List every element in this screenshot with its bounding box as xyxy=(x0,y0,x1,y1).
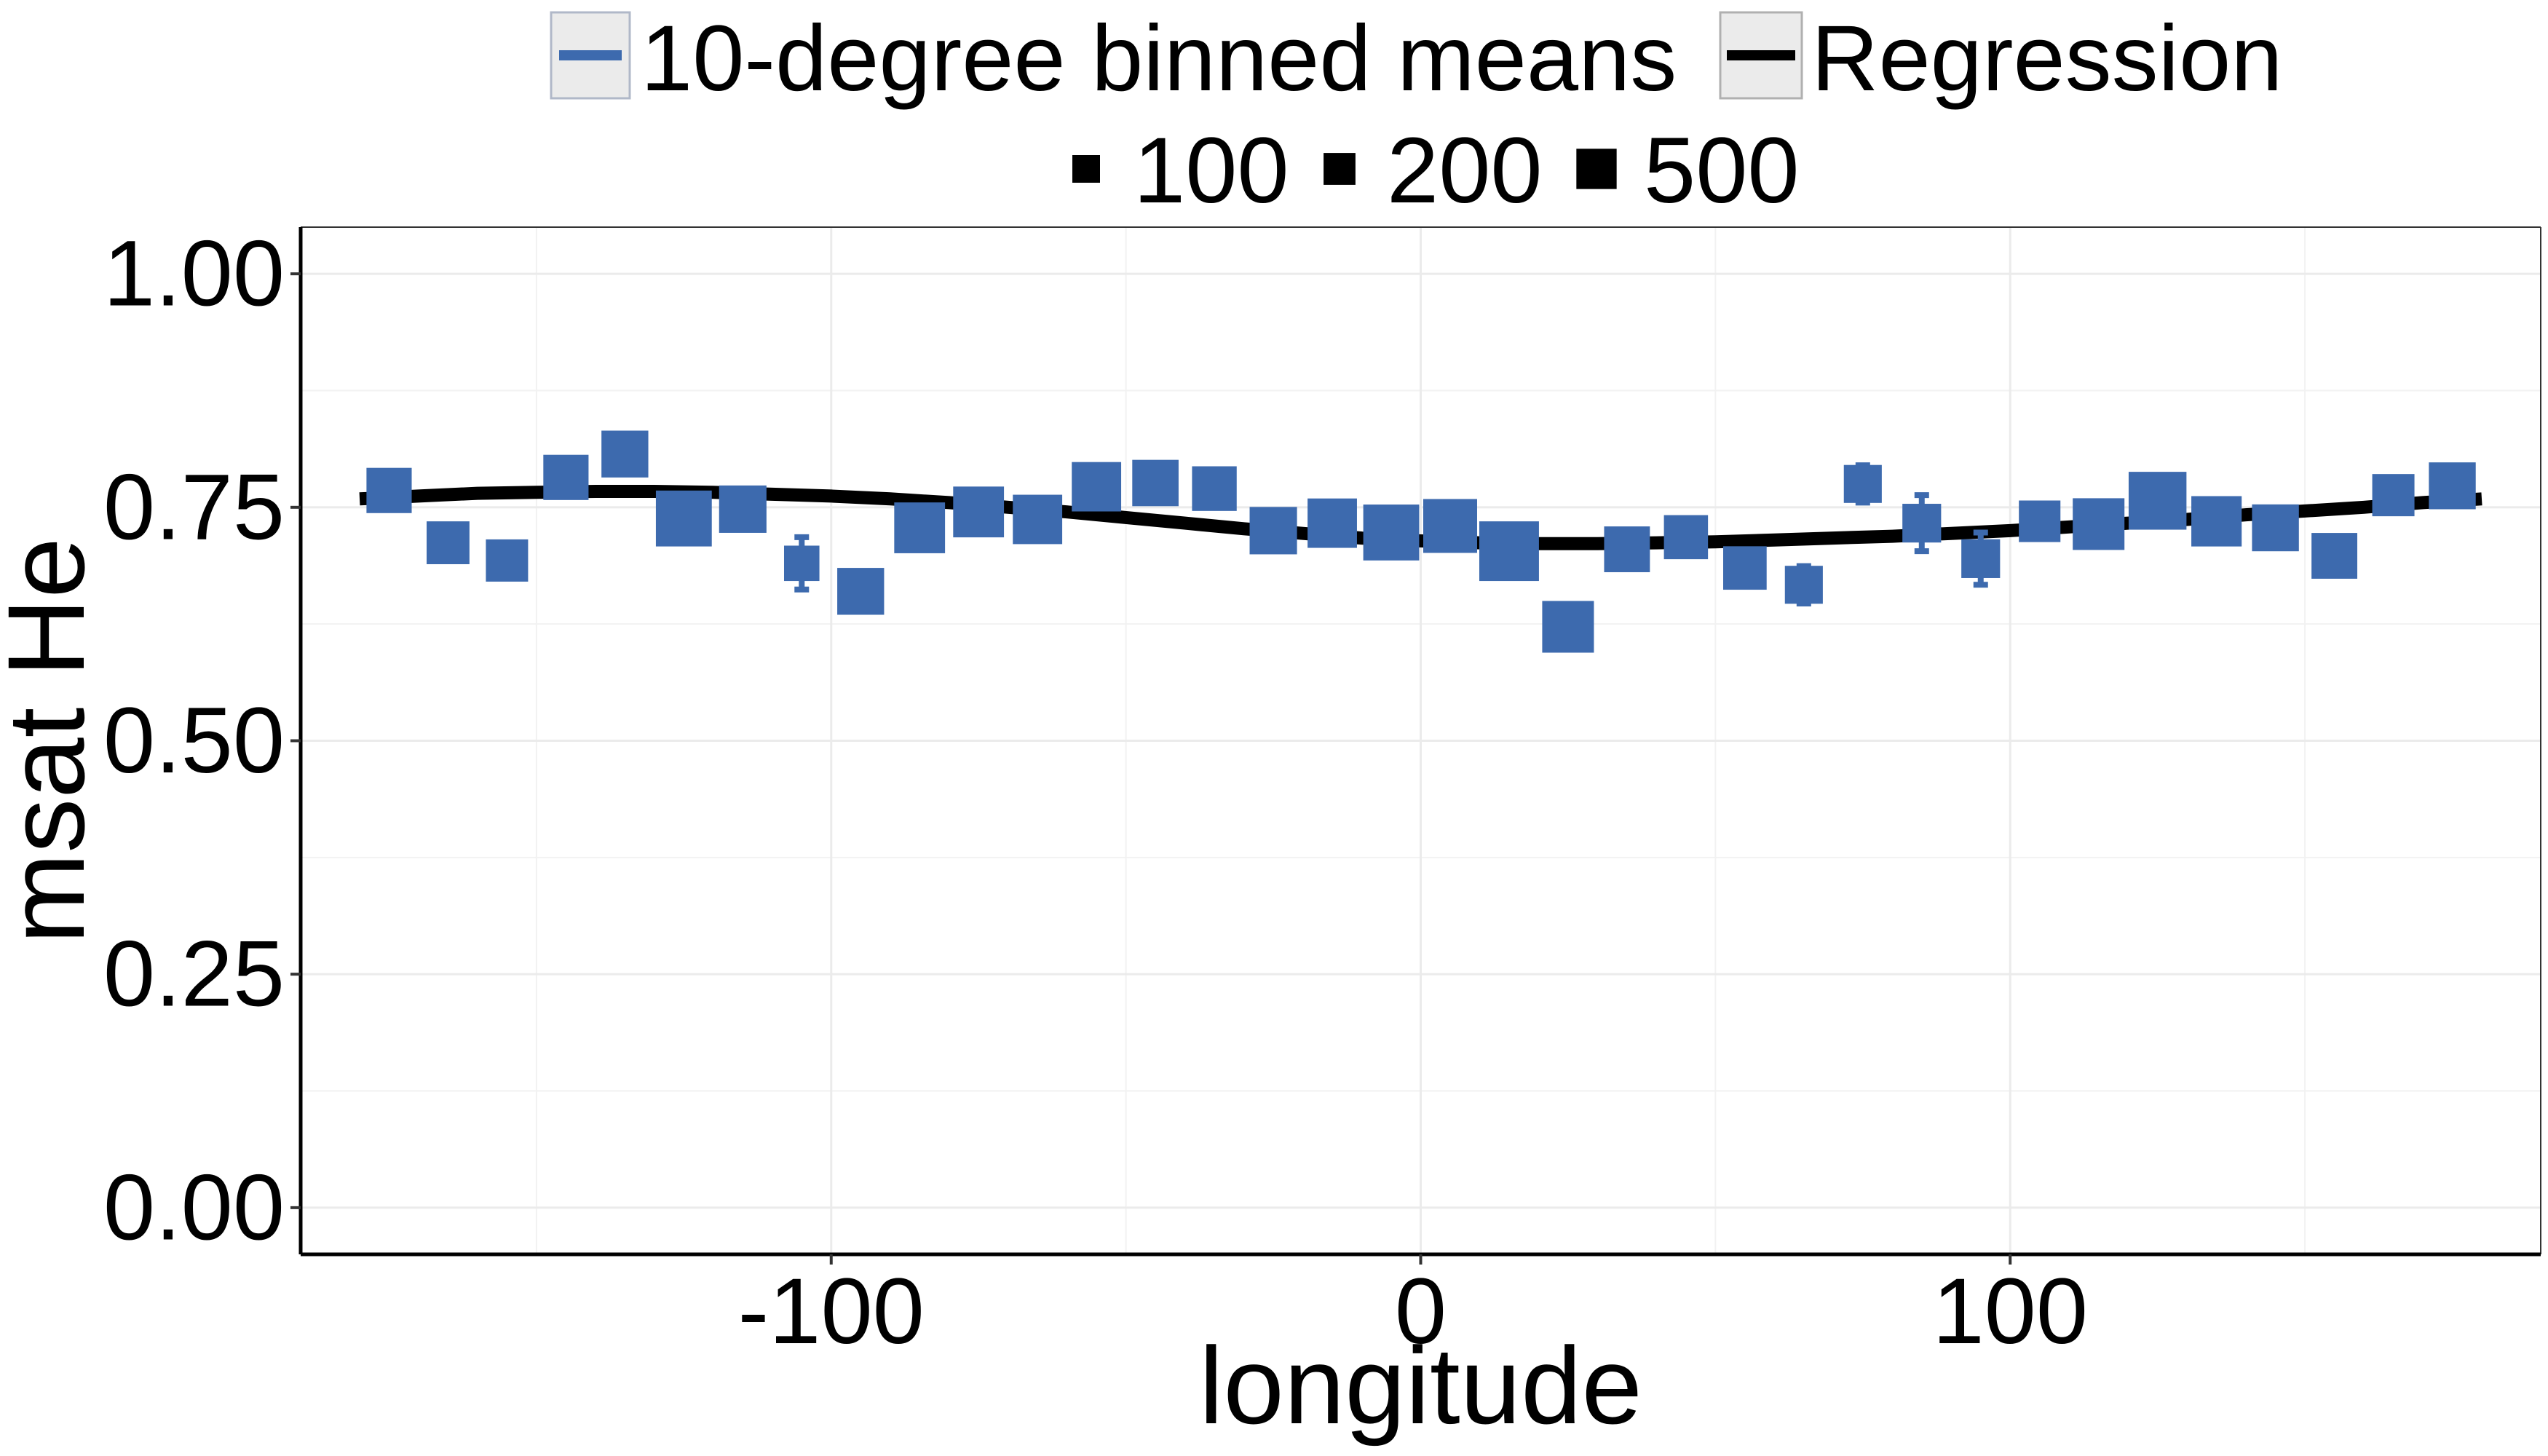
data-point xyxy=(1663,515,1709,560)
data-point xyxy=(2429,462,2476,510)
y-tick-label: 0.25 xyxy=(103,922,285,1026)
data-point xyxy=(1363,505,1420,561)
y-axis-title: msat He xyxy=(0,537,107,943)
x-axis-title: longitude xyxy=(1199,1324,1642,1447)
data-point xyxy=(2073,498,2125,550)
data-point xyxy=(1249,507,1297,555)
data-point xyxy=(486,539,529,582)
data-point xyxy=(601,430,649,478)
data-point xyxy=(1604,526,1650,572)
legend-size-label-500: 500 xyxy=(1644,119,1800,223)
legend-size-label-100: 100 xyxy=(1133,119,1289,223)
data-point xyxy=(953,486,1005,538)
y-tick-label: 0.50 xyxy=(103,689,285,793)
data-point xyxy=(1192,466,1237,511)
legend-label-binned-means: 10-degree binned means xyxy=(641,7,1677,111)
gridlines xyxy=(301,227,2541,1254)
data-point xyxy=(1902,504,1942,543)
data-point xyxy=(655,490,712,547)
legend-label-regression: Regression xyxy=(1811,7,2282,111)
data-point xyxy=(1723,546,1767,590)
axes: 0.00 0.25 0.50 0.75 1.00 -100 0 100 xyxy=(103,222,2541,1364)
data-point xyxy=(1784,566,1823,604)
legend-size-square-500 xyxy=(1576,149,1617,189)
data-point xyxy=(543,454,589,500)
data-point xyxy=(894,502,946,553)
data-point xyxy=(2311,533,2358,579)
data-point xyxy=(2372,474,2415,517)
x-tick-label: 0 xyxy=(1395,1259,1447,1364)
data-point xyxy=(783,545,820,582)
data-point xyxy=(1132,459,1179,507)
x-tick-label: -100 xyxy=(738,1259,925,1364)
y-tick-label: 1.00 xyxy=(103,222,285,326)
legend-size-square-200 xyxy=(1324,153,1356,185)
data-point xyxy=(719,485,767,533)
data-point xyxy=(1843,464,1882,503)
data-point xyxy=(1961,539,2001,578)
legend: 10-degree binned means Regression 100 200 50… xyxy=(550,7,2282,223)
legend-size-label-200: 200 xyxy=(1387,119,1543,223)
data-point xyxy=(2191,496,2242,547)
data-point xyxy=(1013,494,1063,545)
data-point xyxy=(2019,500,2061,542)
binned-means-points xyxy=(366,430,2476,653)
data-point xyxy=(1423,499,1477,553)
data-point xyxy=(837,568,885,615)
y-tick-label: 0.00 xyxy=(103,1155,285,1259)
data-point xyxy=(1542,601,1594,653)
data-point xyxy=(2128,472,2187,530)
y-tick-label: 0.75 xyxy=(103,455,285,559)
data-point xyxy=(2252,504,2299,552)
data-point xyxy=(1307,498,1357,548)
data-point xyxy=(427,521,470,564)
legend-size-square-100 xyxy=(1072,155,1100,183)
regression-line-layer xyxy=(359,485,2482,550)
data-point xyxy=(1072,462,1122,512)
data-point xyxy=(1479,521,1539,582)
regression-line xyxy=(359,485,2482,550)
data-point xyxy=(366,467,412,513)
x-tick-label: 100 xyxy=(1932,1259,2088,1364)
